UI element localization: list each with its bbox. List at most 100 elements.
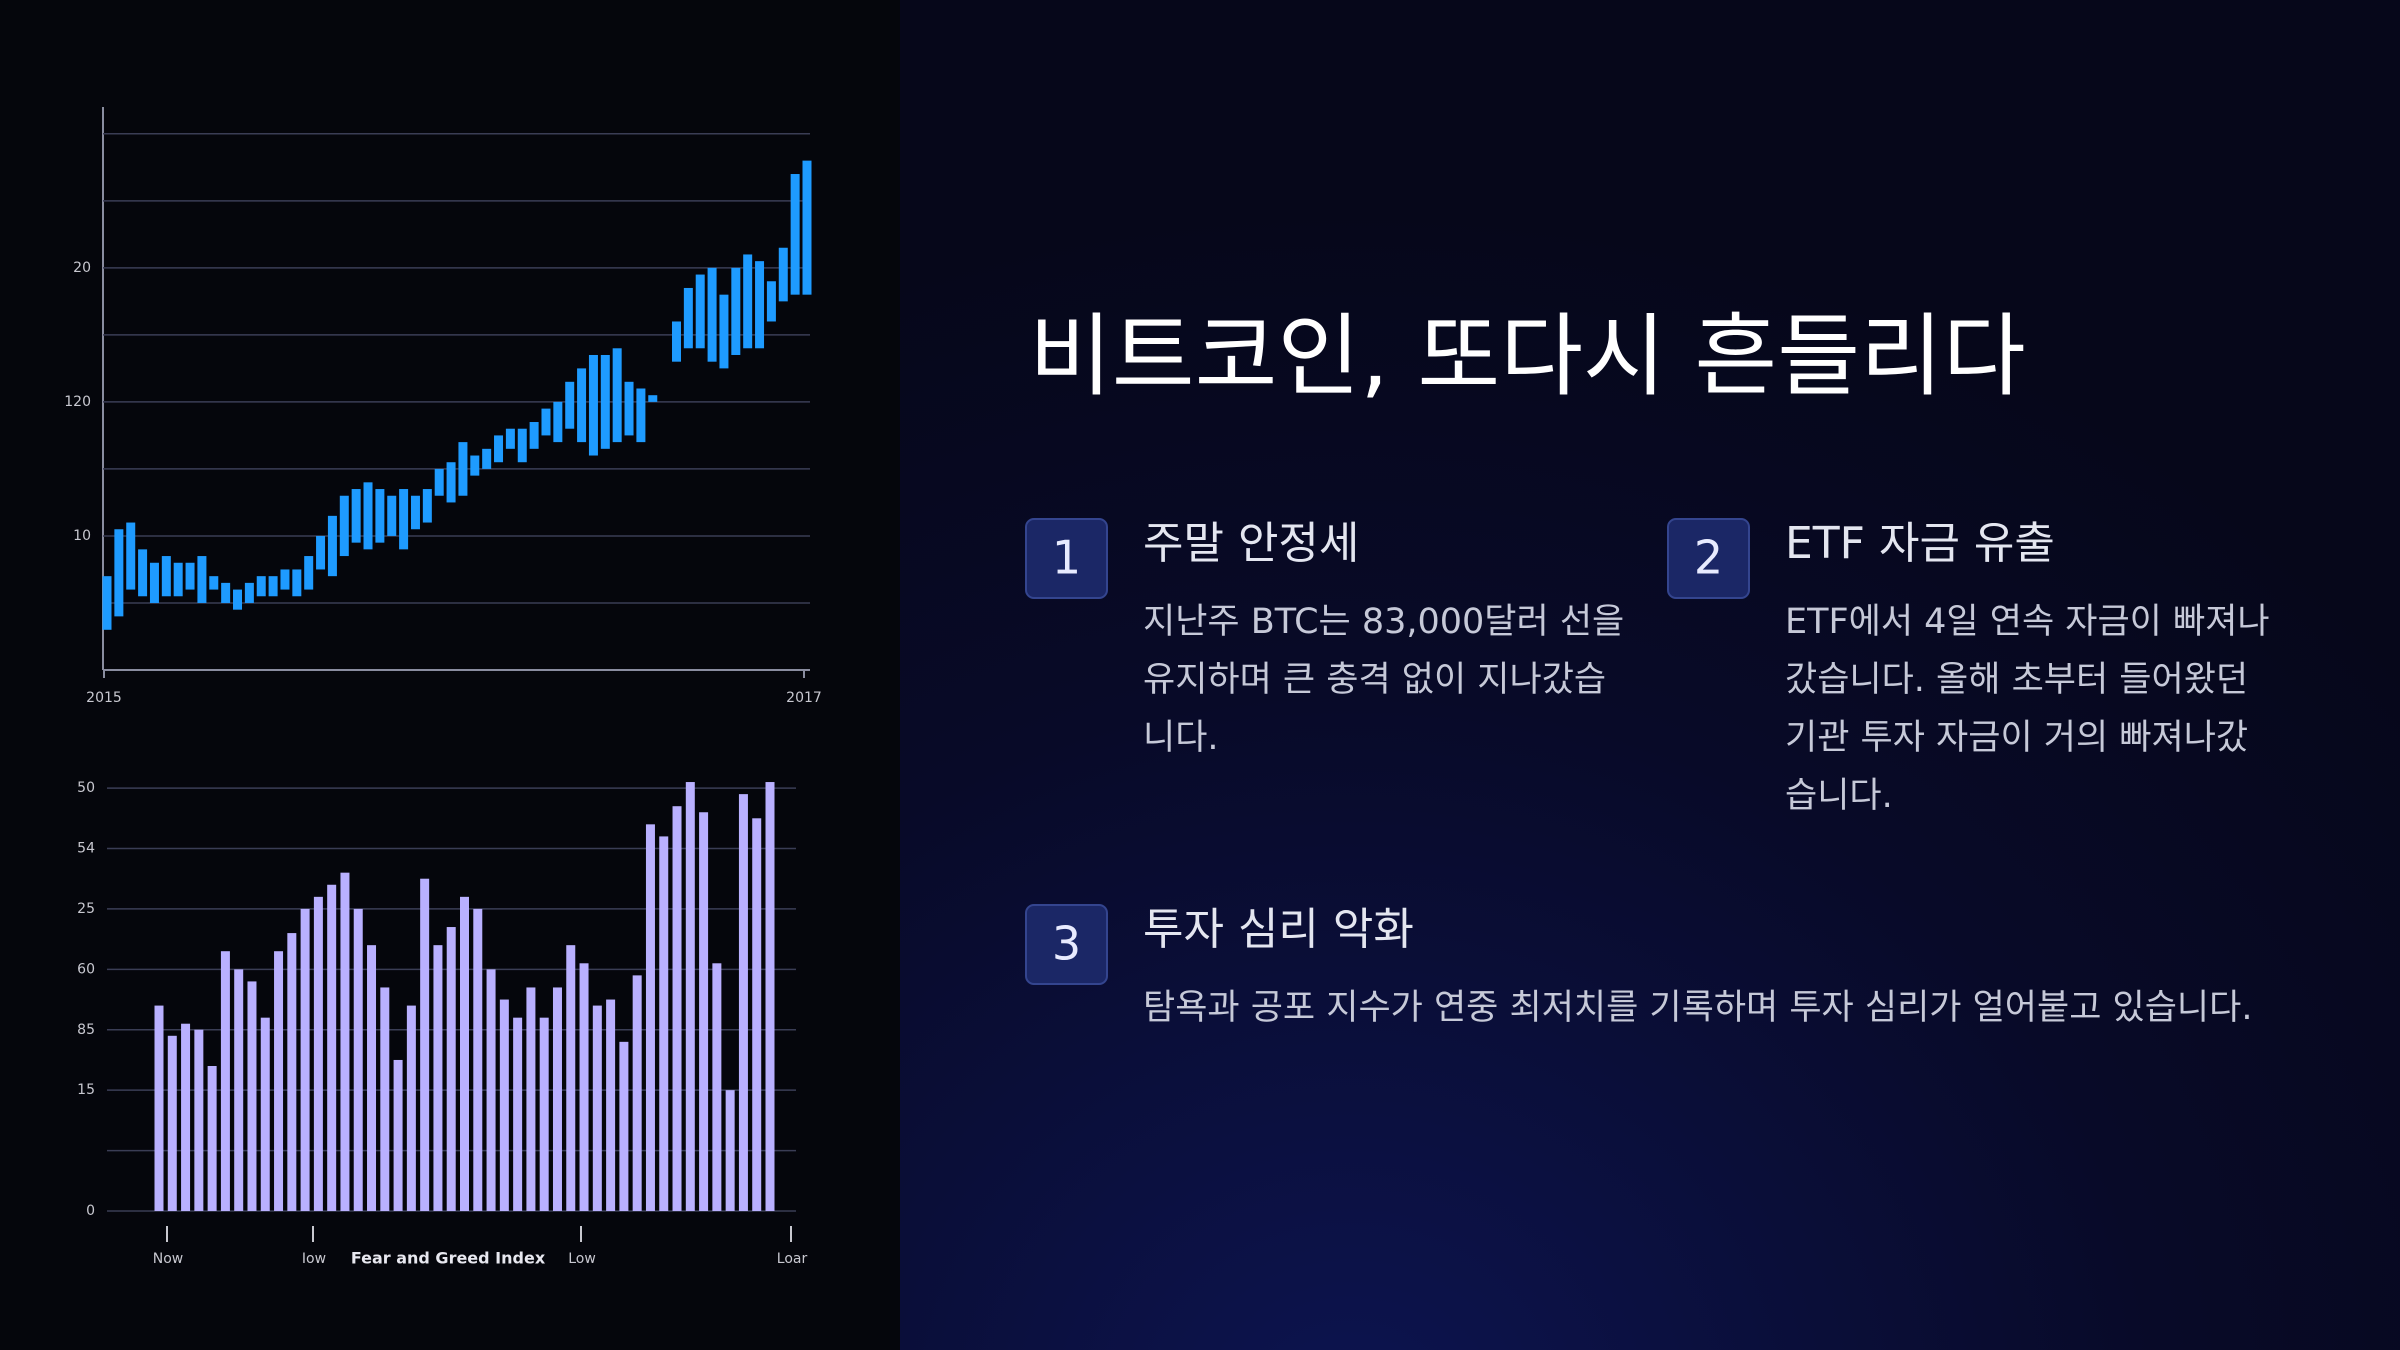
bar: [161, 556, 171, 597]
bar: [327, 884, 337, 1211]
bar: [612, 348, 622, 443]
bar: [765, 782, 775, 1211]
bar: [221, 582, 231, 603]
bar: [755, 261, 765, 349]
bar: [592, 1005, 602, 1211]
bar: [600, 354, 610, 449]
bar: [473, 908, 483, 1211]
bar: [181, 1023, 191, 1211]
bar: [566, 945, 576, 1211]
bar: [234, 969, 244, 1211]
bar: [256, 576, 266, 597]
bar: [731, 267, 741, 355]
bar: [494, 435, 504, 463]
bar: [738, 794, 748, 1211]
bar: [393, 1059, 403, 1211]
bar: [380, 987, 390, 1211]
bar: [363, 482, 373, 550]
bar: [149, 562, 159, 603]
bar: [375, 489, 385, 543]
bar: [339, 495, 349, 557]
bar: [410, 495, 420, 530]
y-tick-label: 0: [86, 1203, 95, 1219]
badge-number: 3: [1052, 917, 1081, 971]
bar: [351, 489, 361, 543]
number-badge: [1025, 518, 1108, 599]
bar: [287, 933, 297, 1211]
x-tick-label: 2017: [786, 690, 822, 706]
bar: [247, 981, 257, 1211]
item-body: 지난주 BTC는 83,000달러 선을: [1143, 602, 1624, 642]
bar: [579, 963, 589, 1211]
bar: [114, 529, 124, 617]
bar: [790, 174, 800, 295]
y-tick-label: 10: [73, 528, 91, 544]
y-tick-label: 60: [77, 961, 95, 977]
bar: [244, 582, 254, 603]
item-body: 갔습니다. 올해 초부터 들어왔던: [1785, 660, 2248, 700]
x-axis-title: Fear and Greed Index: [351, 1249, 546, 1268]
bar: [340, 872, 350, 1211]
bar: [802, 160, 812, 295]
bar: [327, 515, 337, 577]
bar: [154, 1005, 164, 1211]
item-body: 습니다.: [1785, 776, 1893, 816]
bar: [482, 448, 492, 469]
bar: [499, 999, 509, 1211]
bar: [526, 987, 536, 1211]
bar: [671, 321, 681, 362]
item-body: 유지하며 큰 충격 없이 지나갔습: [1143, 660, 1606, 700]
slide-title: 비트코인, 또다시 흔들리다: [1029, 304, 2026, 409]
bar: [102, 576, 112, 630]
bar: [399, 489, 409, 550]
bar: [138, 549, 148, 597]
bar: [725, 1090, 735, 1211]
bar: [565, 381, 575, 429]
bar: [606, 999, 616, 1211]
bar: [712, 963, 722, 1211]
bar: [434, 468, 444, 496]
bar: [659, 836, 669, 1211]
item-heading: 주말 안정세: [1143, 518, 1359, 569]
bar: [268, 576, 278, 597]
bar: [433, 945, 443, 1211]
bar: [486, 969, 496, 1211]
bar: [420, 878, 430, 1211]
bar: [553, 401, 563, 443]
bar: [470, 455, 480, 476]
bar: [406, 1005, 416, 1211]
bar: [194, 1029, 204, 1211]
bar: [766, 281, 776, 322]
bar: [645, 824, 655, 1211]
bar: [505, 428, 515, 449]
bar: [752, 818, 762, 1211]
bar: [446, 927, 456, 1211]
bar: [624, 381, 634, 436]
bar: [316, 535, 326, 570]
item-body: 탐욕과 공포 지수가 연중 최저치를 기록하며 투자 심리가 얼어붙고 있습니다…: [1143, 988, 2252, 1028]
x-tick-label: Low: [568, 1251, 596, 1267]
badge-number: 2: [1694, 531, 1723, 585]
x-tick-label: 2015: [86, 690, 122, 706]
bar: [588, 354, 598, 456]
number-badge: [1025, 904, 1108, 985]
bar: [173, 562, 183, 597]
bar: [304, 556, 314, 590]
y-tick-label: 50: [77, 780, 95, 796]
bar: [185, 562, 195, 590]
y-tick-label: 20: [73, 260, 91, 276]
bar: [300, 908, 310, 1211]
item-body: ETF에서 4일 연속 자금이 빠져나: [1785, 602, 2270, 642]
bar: [353, 908, 363, 1211]
bar: [517, 428, 527, 463]
bar: [648, 395, 658, 402]
right-panel: [900, 0, 2400, 1350]
bar: [683, 287, 693, 349]
bar: [552, 987, 562, 1211]
bar: [387, 495, 397, 536]
bar: [632, 975, 642, 1211]
bar: [539, 1017, 549, 1211]
bar: [529, 422, 539, 449]
bar: [719, 294, 729, 369]
